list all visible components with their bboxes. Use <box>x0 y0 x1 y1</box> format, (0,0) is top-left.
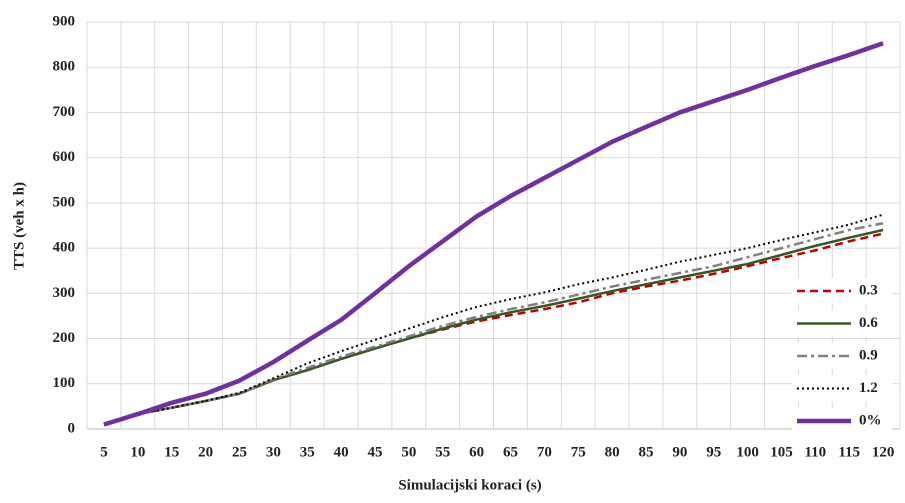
x-tick-label: 45 <box>367 444 382 460</box>
legend-label: 0.3 <box>859 282 878 298</box>
y-tick-label: 100 <box>53 375 76 391</box>
y-tick-label: 300 <box>53 285 76 301</box>
x-tick-label: 5 <box>100 444 108 460</box>
x-tick-label: 85 <box>638 444 653 460</box>
x-tick-label: 40 <box>334 444 349 460</box>
x-tick-label: 55 <box>435 444 450 460</box>
x-tick-label: 15 <box>164 444 179 460</box>
x-tick-label: 50 <box>401 444 416 460</box>
x-tick-label: 30 <box>266 444 281 460</box>
x-tick-label: 75 <box>571 444 586 460</box>
legend-label: 0.6 <box>859 315 878 331</box>
x-tick-label: 35 <box>300 444 315 460</box>
y-tick-label: 600 <box>53 149 76 165</box>
x-tick-label: 60 <box>469 444 484 460</box>
x-tick-label: 10 <box>130 444 145 460</box>
x-tick-label: 25 <box>232 444 247 460</box>
y-tick-label: 800 <box>53 59 76 75</box>
y-tick-label: 400 <box>53 240 76 256</box>
legend-label: 1.2 <box>859 380 878 396</box>
x-tick-label: 115 <box>838 444 860 460</box>
x-tick-label: 90 <box>672 444 687 460</box>
x-tick-label: 100 <box>736 444 759 460</box>
x-tick-label: 70 <box>537 444 552 460</box>
x-tick-label: 120 <box>872 444 895 460</box>
y-tick-label: 0 <box>68 420 76 436</box>
series-line <box>103 222 884 426</box>
x-tick-label: 105 <box>770 444 793 460</box>
y-tick-label: 200 <box>53 330 76 346</box>
x-tick-label: 20 <box>198 444 213 460</box>
x-tick-label: 80 <box>605 444 620 460</box>
y-tick-label: 500 <box>53 194 76 210</box>
x-tick-label: 95 <box>706 444 721 460</box>
x-tick-label: 65 <box>503 444 518 460</box>
x-tick-label: 110 <box>804 444 826 460</box>
legend-label: 0% <box>859 412 882 428</box>
y-tick-label: 700 <box>53 104 76 120</box>
legend-label: 0.9 <box>859 347 878 363</box>
y-axis-title: TTS (veh x h) <box>11 182 27 270</box>
y-tick-label: 900 <box>53 13 76 29</box>
x-axis-title: Simulacijski koraci (s) <box>398 477 541 493</box>
series-line <box>103 41 884 427</box>
